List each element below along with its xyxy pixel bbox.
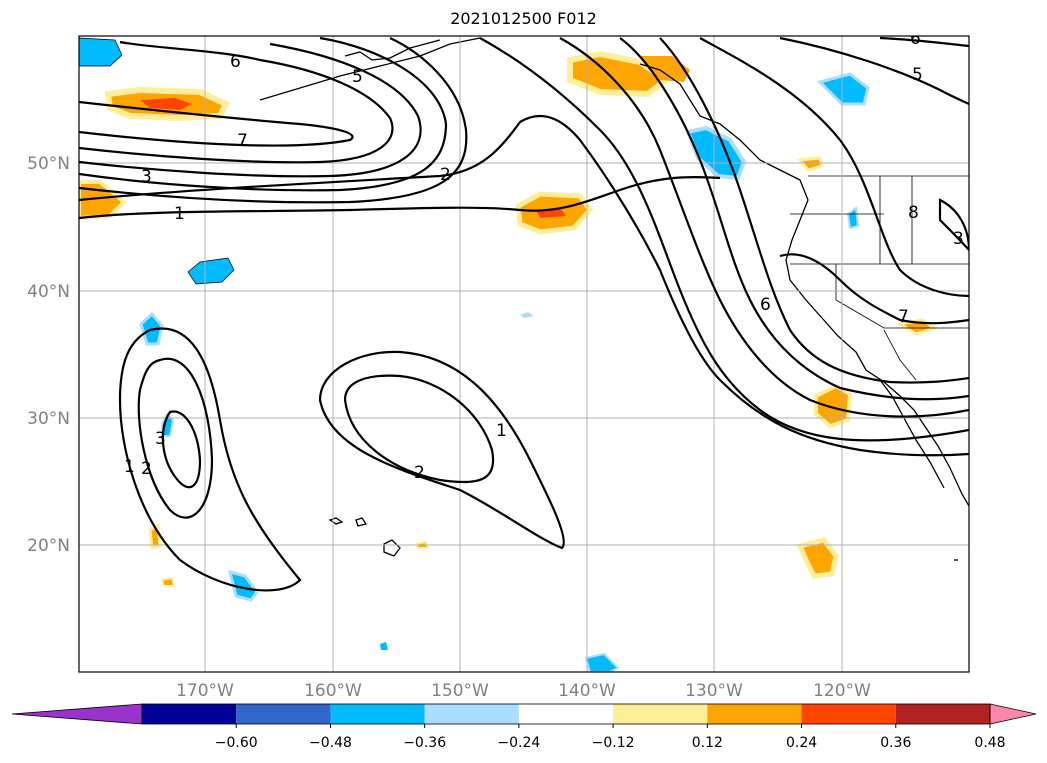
positive-anomaly-region (814, 383, 853, 429)
contour-lines (79, 36, 969, 592)
contour-label: 7 (237, 131, 248, 151)
contour-label: 2 (440, 165, 451, 185)
contour-labels: 6 5 7 3 1 2 6 5 7 6 1 2 2 1 3 8 3 (124, 29, 964, 483)
map-title: 2021012500 F012 (450, 9, 597, 28)
colorbar-segment (330, 704, 425, 724)
map-border (78, 35, 970, 673)
contour-line (161, 410, 202, 489)
colorbar-segment (895, 704, 990, 724)
lon-label-160w: 160°W (304, 681, 362, 701)
negative-anomaly-region (79, 37, 123, 67)
lat-label-30n: 30°N (27, 409, 70, 429)
contour-label: 2 (414, 463, 425, 483)
colorbar-segment (142, 704, 237, 724)
contour-label: 3 (953, 229, 964, 249)
lon-label-150w: 150°W (431, 681, 489, 701)
contour-line (137, 357, 214, 519)
colorbar-tick-label: −0.48 (309, 735, 352, 751)
colorbar-segment (236, 704, 331, 724)
colorbar-outline (141, 703, 991, 725)
colorbar-segment (518, 704, 614, 724)
contour-line (79, 100, 354, 147)
colorbar-tick-label: 0.48 (974, 735, 1005, 751)
positive-anomaly-region (796, 537, 839, 579)
contour-line (79, 42, 422, 178)
negative-anomaly-region (380, 642, 388, 650)
colorbar-segment (707, 704, 802, 724)
contour-label: 1 (124, 457, 135, 477)
negative-anomaly-region (817, 72, 870, 106)
lat-label-50n: 50°N (27, 154, 70, 174)
latitude-labels: 50°N 40°N 30°N 20°N (27, 154, 70, 556)
contour-label: 1 (174, 204, 185, 224)
colorbar-tick-label: −0.60 (215, 735, 258, 751)
contour-line (79, 114, 969, 457)
colorbar-tick-label: 0.36 (880, 735, 911, 751)
coastlines (259, 37, 969, 561)
positive-anomaly-region (797, 156, 824, 172)
negative-anomaly-region (187, 257, 235, 285)
contour-line (79, 40, 394, 164)
contour-line (118, 327, 302, 592)
contour-label: 5 (352, 67, 363, 87)
contour-line (879, 36, 969, 48)
contour-line (479, 37, 969, 442)
colorbar-tick-label: −0.36 (403, 735, 446, 751)
lat-label-40n: 40°N (27, 282, 70, 302)
contour-line (779, 253, 969, 325)
lat-label-20n: 20°N (27, 536, 70, 556)
colorbar-segment (613, 704, 708, 724)
positive-anomaly-region (160, 576, 176, 587)
contour-line (79, 175, 721, 220)
positive-anomaly-region (640, 56, 690, 82)
longitude-labels: 170°W 160°W 150°W 140°W 130°W 120°W (176, 681, 871, 701)
contour-label: 6 (910, 29, 921, 49)
contour-label: 3 (155, 429, 166, 449)
contour-label: 2 (141, 459, 152, 479)
contour-line (938, 198, 969, 252)
contour-label: 7 (898, 307, 909, 327)
contour-line (343, 374, 495, 484)
colorbar-extend-min (11, 703, 143, 725)
negative-anomaly-region (520, 312, 534, 318)
contour-label: 3 (141, 167, 152, 187)
positive-anomaly-region (140, 98, 192, 110)
colorbar-tick-label: 0.12 (692, 735, 723, 751)
colorbar-tick-label: −0.12 (592, 735, 635, 751)
colorbar: −0.60 −0.48 −0.36 −0.24 −0.12 0.12 0.24 0.36 0.4… (11, 703, 1037, 751)
positive-anomaly-region (79, 180, 127, 221)
contour-label: 5 (912, 65, 923, 85)
colorbar-segment (801, 704, 896, 724)
colorbar-segment (424, 704, 519, 724)
negative-anomaly-region (846, 206, 860, 230)
contour-line (619, 37, 969, 401)
lon-label-170w: 170°W (176, 681, 234, 701)
negative-anomaly-region (584, 652, 620, 672)
contour-label: 6 (760, 295, 771, 315)
contour-label: 6 (230, 52, 241, 72)
lon-label-130w: 130°W (685, 681, 743, 701)
contour-line (559, 37, 969, 418)
contour-line (79, 37, 468, 204)
lon-label-140w: 140°W (558, 681, 616, 701)
lon-label-120w: 120°W (813, 681, 871, 701)
contour-line (699, 37, 969, 298)
contour-label: 8 (908, 203, 919, 223)
colorbar-tick-label: −0.24 (497, 735, 540, 751)
colorbar-tick-label: 0.24 (786, 735, 817, 751)
contour-line (779, 36, 969, 105)
negative-anomaly-region (227, 569, 259, 602)
map-area (79, 36, 969, 672)
colorbar-extend-max (989, 703, 1037, 725)
contour-line (318, 350, 565, 550)
contour-line (659, 37, 969, 384)
contour-label: 1 (496, 421, 507, 441)
